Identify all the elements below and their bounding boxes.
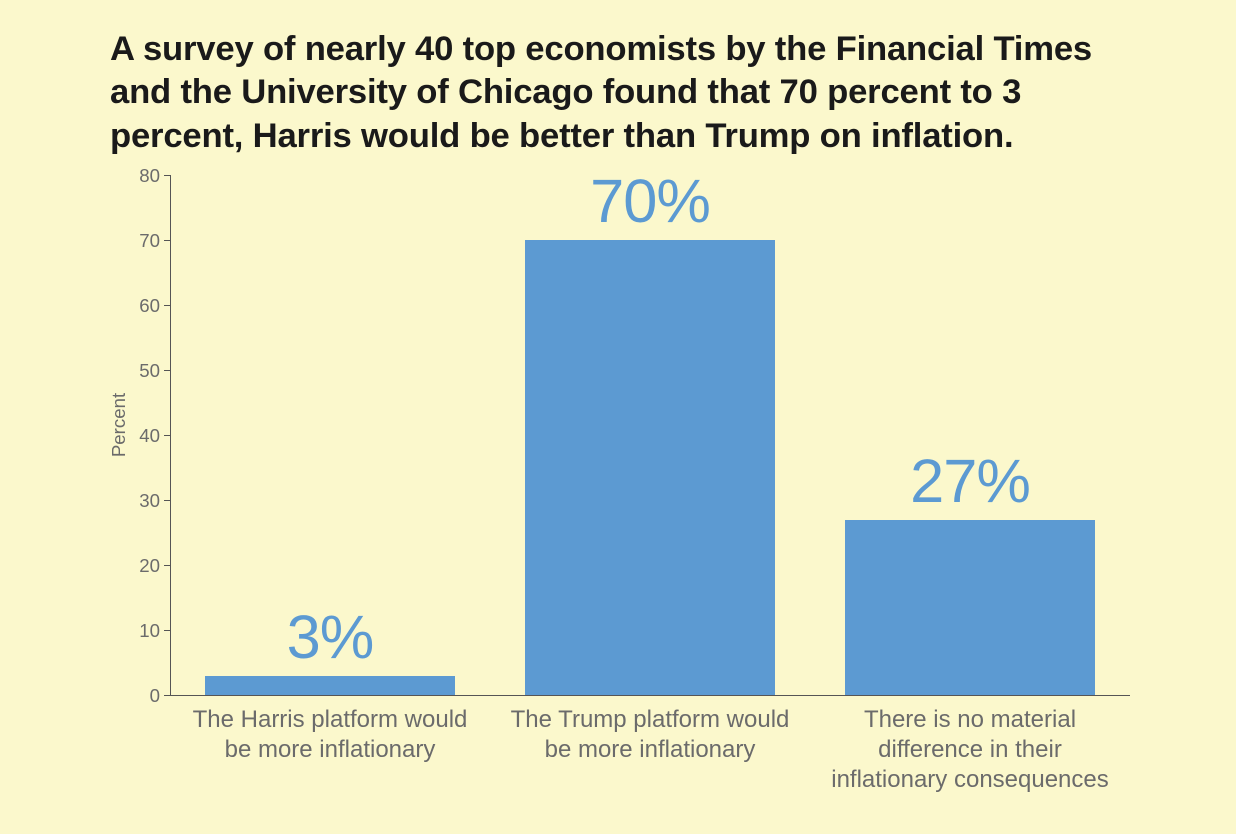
y-tick-label: 60: [120, 295, 160, 317]
bar: [205, 676, 455, 696]
x-category-label: The Harris platform would be more inflat…: [183, 705, 477, 765]
x-axis-line: [170, 695, 1130, 696]
x-category-label: The Trump platform would be more inflati…: [503, 705, 797, 765]
y-tick-label: 70: [120, 230, 160, 252]
bar-value-label: 70%: [490, 165, 810, 236]
y-tick-mark: [164, 565, 170, 566]
bar-value-label: 3%: [170, 601, 490, 672]
y-tick-label: 0: [120, 685, 160, 707]
bar: [845, 520, 1095, 696]
y-tick-mark: [164, 370, 170, 371]
y-tick-label: 50: [120, 360, 160, 382]
y-tick-mark: [164, 240, 170, 241]
y-tick-mark: [164, 695, 170, 696]
page-root: A survey of nearly 40 top economists by …: [0, 0, 1236, 834]
y-tick-mark: [164, 500, 170, 501]
chart-title: A survey of nearly 40 top economists by …: [110, 28, 1130, 158]
y-tick-mark: [164, 305, 170, 306]
chart-area: Percent 010203040506070803%The Harris pl…: [100, 160, 1160, 800]
y-tick-label: 20: [120, 555, 160, 577]
y-tick-label: 10: [120, 620, 160, 642]
y-tick-label: 40: [120, 425, 160, 447]
y-tick-mark: [164, 175, 170, 176]
y-tick-label: 30: [120, 490, 160, 512]
bar-value-label: 27%: [810, 445, 1130, 516]
plot-area: 010203040506070803%The Harris platform w…: [170, 175, 1130, 695]
y-tick-mark: [164, 435, 170, 436]
x-category-label: There is no material difference in their…: [823, 705, 1117, 795]
y-tick-label: 80: [120, 165, 160, 187]
bar: [525, 240, 775, 695]
